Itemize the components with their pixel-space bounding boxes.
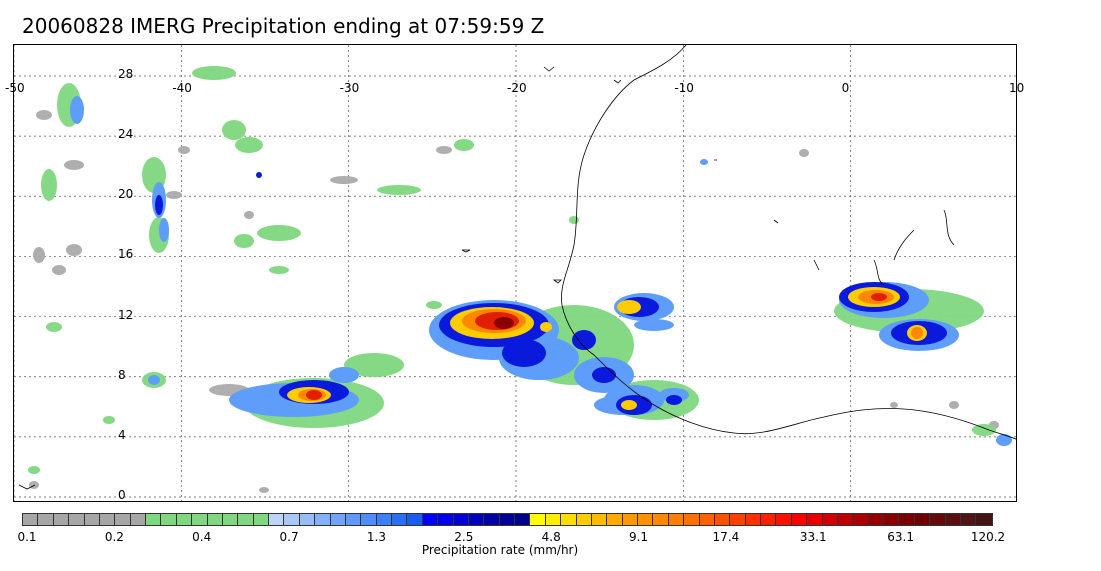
colorbar-tick-label: 0.2 [104,530,124,544]
colorbar-swatch [699,514,715,525]
lon-tick-label: 10 [1009,81,1025,95]
colorbar-tick-label: 4.8 [541,530,561,544]
colorbar-swatch [438,514,454,525]
colorbar-swatch [345,514,362,525]
colorbar-swatch [269,514,285,525]
map-title: 20060828 IMERG Precipitation ending at 0… [22,14,545,38]
colorbar-swatch [822,514,838,525]
colorbar-swatch [976,514,992,525]
colorbar-tick-label: 9.1 [628,530,649,544]
colorbar-swatch [422,514,439,525]
lat-tick-label: 8 [118,367,126,382]
colorbar-swatch [99,514,116,525]
lon-tick-label: -50 [5,81,25,95]
colorbar-swatch [392,514,408,525]
colorbar-swatch [653,514,669,525]
colorbar-swatch [745,514,761,525]
map-canvas [14,45,1016,501]
colorbar-swatch [668,514,685,525]
lat-tick-label: 20 [118,187,134,202]
colorbar-tick-label: 0.1 [17,530,37,544]
coastline [18,45,1016,490]
colorbar-tick-label: 17.4 [712,530,740,544]
colorbar-swatch [146,514,162,525]
colorbar-swatch [576,514,592,525]
colorbar-swatch [960,514,977,525]
colorbar-swatch [38,514,54,525]
colorbar [22,513,993,526]
lon-tick-label: -40 [172,81,192,95]
colorbar-swatch [930,514,946,525]
colorbar-tick-label: 33.1 [799,530,827,544]
colorbar-swatch [884,514,900,525]
lon-tick-label: -20 [507,81,527,95]
colorbar-swatch [591,514,608,525]
colorbar-swatch [161,514,177,525]
colorbar-swatch [253,514,269,525]
colorbar-swatch [361,514,377,525]
colorbar-swatch [914,514,931,525]
colorbar-swatch [23,514,39,525]
colorbar-swatch [499,514,515,525]
colorbar-swatch [622,514,638,525]
colorbar-swatch [468,514,485,525]
precipitation-field [28,66,1012,493]
colorbar-tick-label: 2.5 [454,530,474,544]
colorbar-swatch [837,514,854,525]
colorbar-swatch [315,514,331,525]
colorbar-swatch [207,514,223,525]
lon-tick-label: -30 [339,81,360,95]
colorbar-swatch [284,514,300,525]
lat-tick-label: 4 [118,427,126,442]
lat-tick-label: 24 [118,127,134,142]
colorbar-swatch [69,514,85,525]
colorbar-swatch [238,514,254,525]
colorbar-swatch [176,514,193,525]
colorbar-swatch [730,514,746,525]
colorbar-swatch [807,514,823,525]
colorbar-title: Precipitation rate (mm/hr) [421,543,579,557]
colorbar-swatch [130,514,146,525]
colorbar-swatch [945,514,961,525]
lon-tick-label: 0 [841,81,850,95]
colorbar-swatch [899,514,915,525]
colorbar-swatch [115,514,131,525]
colorbar-swatch [376,514,392,525]
colorbar-swatch [299,514,316,525]
colorbar-swatch [776,514,792,525]
colorbar-swatch [484,514,500,525]
colorbar-swatch [684,514,700,525]
colorbar-swatch [192,514,208,525]
colorbar-swatch [84,514,100,525]
gridlines [14,45,1016,501]
colorbar-swatch [638,514,654,525]
colorbar-swatch [515,514,531,525]
colorbar-swatch [561,514,577,525]
colorbar-swatch [868,514,884,525]
precipitation-map [13,44,1017,502]
colorbar-swatch [330,514,346,525]
colorbar-tick-label: 0.4 [192,530,212,544]
lon-tick-label: -10 [674,81,694,95]
colorbar-tick-label: 1.3 [366,530,386,544]
lat-tick-label: 16 [118,247,134,262]
colorbar-tick-label: 63.1 [887,530,914,544]
colorbar-tick-label: 120.2 [970,530,1006,544]
colorbar-swatch [853,514,869,525]
colorbar-swatch [407,514,423,525]
colorbar-swatch [761,514,777,525]
lat-tick-label: 0 [118,488,126,502]
colorbar-swatch [453,514,469,525]
colorbar-tick-label: 0.7 [279,530,299,544]
lat-tick-label: 12 [118,307,134,322]
colorbar-swatch [545,514,562,525]
colorbar-swatch [791,514,808,525]
colorbar-swatch [607,514,623,525]
colorbar-swatch [530,514,546,525]
colorbar-swatch [53,514,70,525]
colorbar-swatch [222,514,239,525]
colorbar-swatch [714,514,731,525]
lat-tick-label: 28 [118,67,134,81]
